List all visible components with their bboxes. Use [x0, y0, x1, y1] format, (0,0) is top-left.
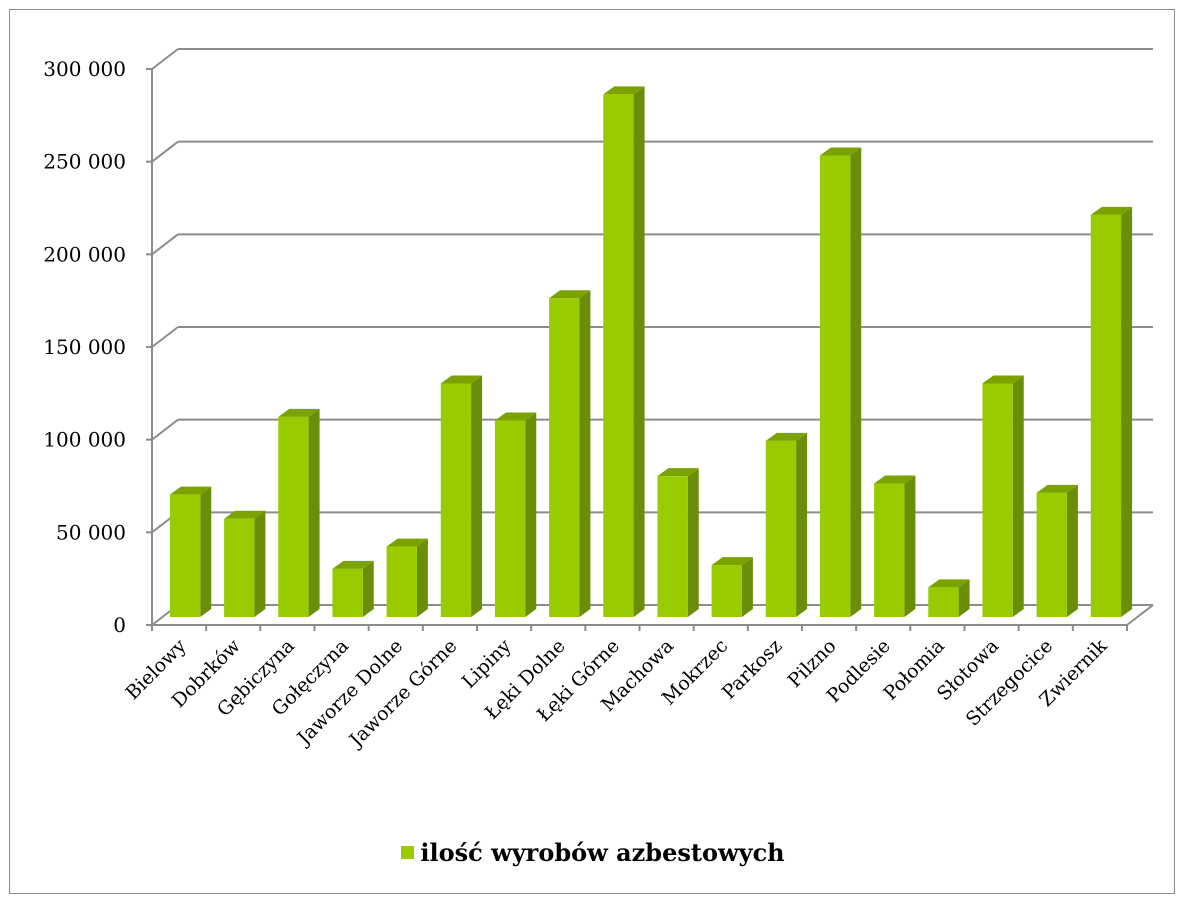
bar-top — [224, 510, 266, 519]
bar-side — [254, 510, 266, 617]
gridline-depth — [151, 326, 179, 348]
bar — [386, 546, 417, 617]
chart-frame — [9, 9, 1175, 894]
bar — [549, 298, 580, 617]
bar-side — [796, 432, 808, 617]
bar — [982, 383, 1013, 617]
bar-side — [471, 375, 483, 617]
bar-side — [362, 560, 374, 617]
bar-side — [904, 475, 916, 617]
bar-side — [200, 486, 212, 617]
gridline-depth — [151, 140, 179, 163]
bar-side — [633, 86, 645, 618]
bar — [278, 416, 309, 617]
bar-top — [819, 147, 862, 156]
bar — [494, 420, 526, 617]
y-tick-label: 0 — [113, 613, 126, 637]
bar-top — [386, 538, 428, 547]
floor-edge — [1126, 604, 1154, 626]
y-tick-label: 150 000 — [43, 335, 126, 359]
bar-top — [169, 486, 212, 495]
gridline-depth — [151, 418, 179, 441]
bar-top — [549, 290, 591, 299]
bar-top — [1036, 484, 1078, 493]
gridline-depth — [151, 233, 179, 256]
bar-side — [741, 557, 753, 617]
y-tick-label: 300 000 — [43, 57, 126, 81]
bar-side — [416, 538, 428, 617]
bar — [928, 587, 959, 617]
bar-side — [958, 579, 970, 617]
gridline-depth — [151, 48, 179, 70]
y-tick-label: 250 000 — [43, 150, 126, 174]
y-tick-label: 100 000 — [43, 428, 126, 452]
bar-side — [308, 408, 320, 617]
bar-top — [332, 560, 374, 569]
bar-top — [982, 375, 1024, 384]
bar — [169, 494, 201, 617]
legend: ilość wyrobów azbestowych — [0, 838, 1186, 867]
bar-side — [1121, 206, 1133, 617]
bar — [874, 483, 905, 617]
bar-top — [1090, 206, 1133, 215]
bar — [657, 476, 688, 617]
bar-side — [687, 468, 699, 617]
bar — [332, 568, 363, 617]
bar-side — [579, 290, 591, 617]
y-tick-label: 200 000 — [43, 242, 126, 266]
legend-swatch — [401, 846, 415, 859]
bar-side — [525, 412, 537, 617]
bar-top — [603, 86, 645, 95]
bar — [603, 94, 634, 618]
bar-top — [874, 475, 916, 484]
bar — [1036, 492, 1067, 617]
bar — [440, 383, 472, 617]
bar-top — [494, 412, 537, 421]
bar-top — [440, 375, 483, 384]
bar — [224, 518, 255, 617]
category-label: Parkosz — [718, 635, 787, 704]
bar-side — [850, 147, 862, 617]
bar-top — [711, 557, 753, 566]
bar-top — [928, 579, 970, 588]
bar — [819, 155, 851, 617]
y-tick-label: 50 000 — [56, 520, 126, 544]
bar — [1090, 214, 1122, 617]
bar — [711, 565, 742, 617]
bar-side — [1012, 375, 1024, 617]
bar-top — [278, 408, 320, 417]
bar-top — [657, 468, 699, 477]
bar — [765, 440, 797, 617]
bar-top — [765, 432, 808, 441]
legend-label: ilość wyrobów azbestowych — [420, 838, 785, 867]
bar-side — [1066, 484, 1078, 617]
